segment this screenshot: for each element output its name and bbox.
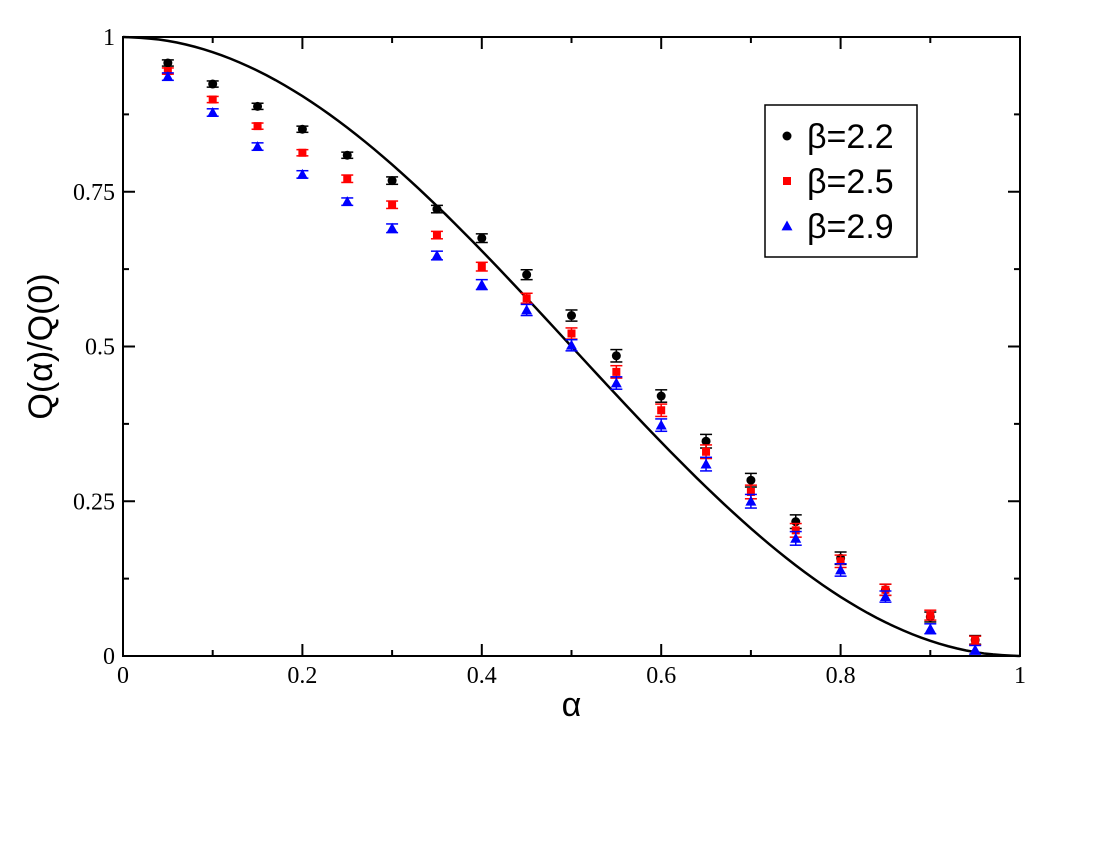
series-square [161,67,982,646]
data-point [253,122,262,131]
data-point [566,339,577,350]
data-point [567,311,576,321]
data-point [298,148,307,157]
y-axis-label: Q(α)/Q(0) [22,273,60,419]
data-point [343,174,352,183]
data-point [702,447,711,456]
series-triangle [161,71,982,655]
data-point [432,204,442,214]
data-point [701,436,711,446]
data-point [476,279,488,289]
y-tick-label: 0.75 [73,180,115,206]
legend-label: β=2.2 [807,118,894,156]
data-point [969,644,981,655]
legend-marker [782,131,792,141]
data-point [207,107,219,117]
x-tick-label: 0 [117,663,129,689]
y-tick-label: 0 [103,644,115,670]
data-point [881,585,890,594]
data-point [252,141,264,151]
data-point [971,636,980,645]
data-point [477,233,487,243]
y-tick-label: 0.25 [73,489,115,515]
x-tick-labels: 0 0.2 0.4 0.6 0.8 1 [117,663,1026,689]
data-point [388,200,397,209]
data-point [162,71,174,82]
data-point [611,351,621,361]
y-tick-labels: 0 0.25 0.5 0.75 1 [73,25,115,670]
x-tick-label: 0.4 [467,663,497,689]
data-point [386,222,398,233]
y-tick-label: 1 [103,25,115,51]
x-tick-label: 0.8 [826,663,856,689]
data-point [836,557,845,566]
data-point [745,495,757,506]
data-point [208,79,218,89]
data-point [521,304,533,315]
legend-marker [783,177,791,185]
x-tick-label: 1 [1014,663,1026,689]
x-axis-label: α [562,686,582,724]
legend: β=2.2 β=2.5 β=2.9 [764,104,918,258]
data-point [387,176,397,186]
series-group [161,58,982,655]
y-tick-label: 0.5 [85,335,115,361]
data-point [163,67,172,76]
data-point [297,124,307,134]
data-point [657,406,666,415]
data-point [612,367,621,376]
legend-label: β=2.9 [807,208,894,246]
data-point [656,391,666,401]
data-point [522,270,532,280]
data-point [253,101,263,111]
data-point [431,250,443,260]
data-point [163,58,173,68]
data-point [924,623,936,634]
data-point [746,475,756,485]
data-point [341,196,353,207]
data-point [791,526,800,535]
data-point [879,591,891,601]
legend-label: β=2.5 [807,163,894,201]
legend-marker [781,220,793,231]
data-point [522,294,531,303]
data-point [567,329,576,338]
data-point [477,262,486,271]
data-point [342,150,352,160]
data-point [610,377,622,388]
data-point [208,95,217,104]
x-tick-label: 0.2 [287,663,317,689]
data-point [700,458,712,469]
data-point [835,564,847,575]
data-point [746,487,755,496]
data-point [296,168,308,179]
x-tick-label: 0.6 [646,663,676,689]
data-point [655,419,667,430]
data-point [790,532,802,543]
data-point [926,611,935,620]
data-point [432,231,441,240]
